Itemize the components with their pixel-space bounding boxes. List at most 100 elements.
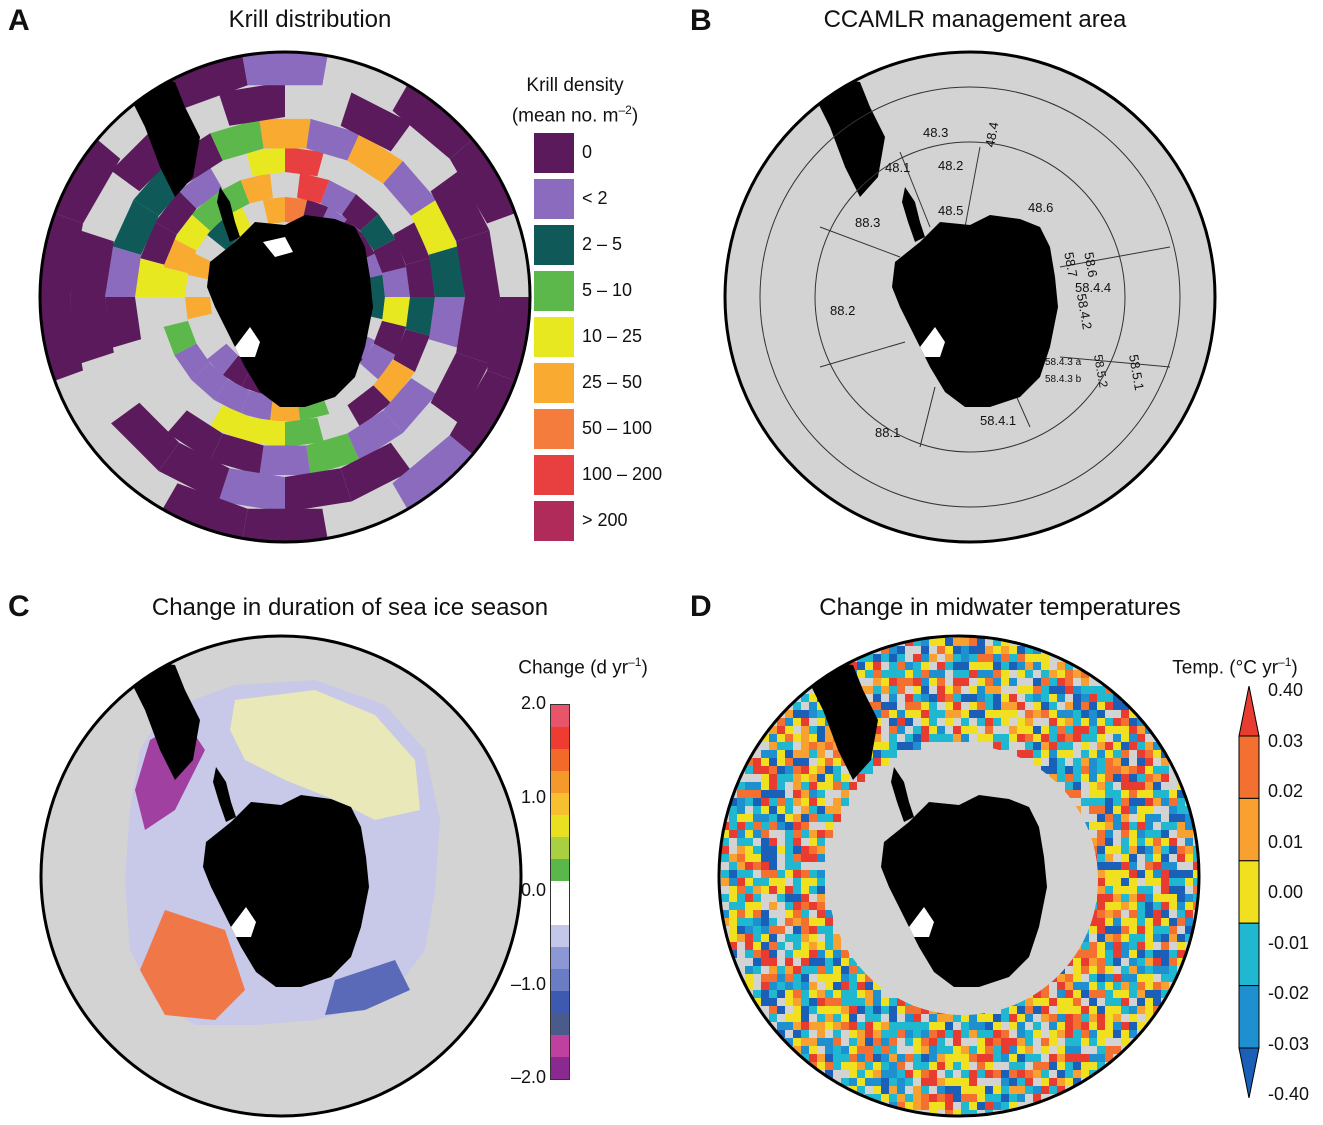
area-label: 58.7 [1061,251,1080,279]
temperature-grid-cell [1081,726,1089,734]
temperature-grid-cell [1097,806,1105,814]
temperature-grid-cell [913,694,921,702]
temperature-grid-cell [801,694,809,702]
temperature-grid-cell [1009,702,1017,710]
temperature-grid-cell [817,1030,825,1038]
temperature-grid-cell [937,1054,945,1062]
krill-grid-cell [347,133,403,184]
temperature-grid-cell [1081,990,1089,998]
temperature-grid-cell [1145,870,1153,878]
temperature-grid-cell [1081,734,1089,742]
temperature-grid-cell [1073,982,1081,990]
temperature-grid-cell [1017,1038,1025,1046]
temperature-grid-cell [1121,934,1129,942]
temperature-grid-cell [777,782,785,790]
temperature-grid-cell [953,1030,961,1038]
temperature-grid-cell [1065,1054,1073,1062]
temperature-grid-cell [1113,910,1121,918]
temperature-grid-cell [785,870,793,878]
temperature-grid-cell [1001,1046,1009,1054]
temperature-grid-cell [857,1038,865,1046]
temperature-grid-cell [1073,1078,1081,1086]
area-label: 48.1 [885,160,910,175]
temperature-grid-cell [1185,894,1193,902]
temperature-grid-cell [1065,718,1073,726]
krill-grid-cell [285,147,324,177]
temperature-grid-cell [1161,958,1169,966]
temperature-grid-cell [921,1078,929,1086]
temperature-grid-cell [1177,798,1185,806]
temperature-grid-cell [889,702,897,710]
temperature-grid-cell [1153,766,1161,774]
temp-colorbar-title: Temp. (°C yr–1) [1150,650,1320,680]
temperature-grid-cell [1097,934,1105,942]
temperature-grid-cell [1177,822,1185,830]
temperature-grid-cell [913,726,921,734]
temperature-grid-cell [1057,686,1065,694]
temperature-grid-cell [1025,670,1033,678]
temperature-grid-cell [1105,918,1113,926]
temperature-grid-cell [937,638,945,646]
temperature-grid-cell [929,1014,937,1022]
temperature-grid-cell [1121,894,1129,902]
temperature-grid-cell [721,846,729,854]
temperature-grid-cell [737,918,745,926]
temperature-grid-cell [753,830,761,838]
temperature-grid-cell [785,734,793,742]
temperature-grid-cell [881,758,889,766]
temperature-grid-cell [785,982,793,990]
temperature-grid-cell [961,1078,969,1086]
temperature-grid-cell [889,734,897,742]
temperature-grid-cell [929,1102,937,1110]
temperature-grid-cell [897,726,905,734]
temperature-grid-cell [881,750,889,758]
temperature-grid-cell [841,1014,849,1022]
temperature-grid-cell [761,942,769,950]
temperature-grid-cell [745,870,753,878]
temperature-grid-cell [913,1038,921,1046]
temperature-grid-cell [1025,998,1033,1006]
temperature-grid-cell [729,886,737,894]
temperature-grid-cell [881,1078,889,1086]
temperature-grid-cell [801,782,809,790]
ccamlr-map: 48.3 48.4 48.1 48.2 48.5 48.6 88.3 88.2 … [723,50,1217,544]
temperature-grid-cell [1009,694,1017,702]
temperature-grid-cell [1073,998,1081,1006]
temperature-grid-cell [1057,710,1065,718]
temperature-grid-cell [737,790,745,798]
temperature-grid-cell [897,662,905,670]
legend-label: < 2 [582,188,608,208]
temperature-grid-cell [817,1038,825,1046]
temperature-grid-cell [889,654,897,662]
temperature-grid-cell [1161,870,1169,878]
temperature-grid-cell [737,870,745,878]
temperature-grid-cell [753,918,761,926]
temperature-grid-cell [825,1046,833,1054]
temperature-grid-cell [785,918,793,926]
temperature-grid-cell [809,918,817,926]
temperature-grid-cell [745,782,753,790]
temperature-grid-cell [993,670,1001,678]
temperature-grid-cell [1193,854,1199,862]
temperature-grid-cell [1041,742,1049,750]
temperature-grid-cell [761,982,769,990]
temperature-grid-cell [841,998,849,1006]
temperature-grid-cell [761,950,769,958]
temperature-grid-cell [1089,710,1097,718]
temperature-grid-cell [905,718,913,726]
temperature-grid-cell [1161,926,1169,934]
temperature-grid-cell [1097,990,1105,998]
temperature-grid-cell [873,654,881,662]
temperature-grid-cell [1097,838,1105,846]
temperature-grid-cell [793,718,801,726]
temperature-grid-cell [913,1030,921,1038]
south-america [130,660,200,780]
temperature-grid-cell [1137,846,1145,854]
temperature-grid-cell [745,942,753,950]
area-label: 58.5.2 [1091,353,1111,389]
temperature-grid-cell [1009,1006,1017,1014]
temperature-grid-cell [1137,822,1145,830]
temperature-grid-cell [1089,966,1097,974]
temperature-grid-cell [737,830,745,838]
temperature-grid-cell [1065,742,1073,750]
